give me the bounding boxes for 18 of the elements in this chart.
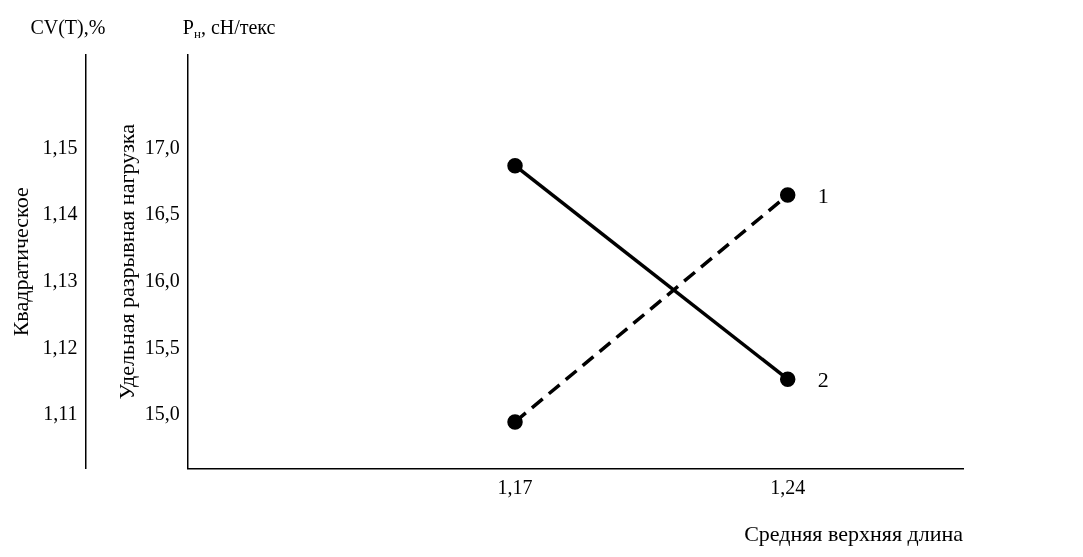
y-tick-label: 1,14 bbox=[42, 202, 78, 225]
series-label: 2 bbox=[817, 367, 829, 393]
y-tick-label: 1,11 bbox=[43, 402, 78, 425]
text: CV(T),% bbox=[30, 16, 106, 39]
y2-tick-label: 15,0 bbox=[144, 402, 180, 425]
y-tick-label: 1,13 bbox=[42, 269, 78, 292]
x-axis-title: Средняя верхняя длина bbox=[744, 520, 964, 546]
y2-tick-label: 17,0 bbox=[144, 135, 180, 158]
x-tick-label: 1,24 bbox=[770, 475, 806, 498]
y2-axis-title: Удельная разрывная нагрузка bbox=[114, 123, 140, 400]
series-label: 1 bbox=[817, 183, 829, 209]
y2-tick-label: 16,0 bbox=[144, 269, 180, 292]
x-tick-label: 1,17 bbox=[497, 475, 533, 498]
y2-tick-label: 16,5 bbox=[144, 202, 180, 225]
y-tick-label: 1,15 bbox=[42, 135, 78, 158]
y2-tick-label: 15,5 bbox=[144, 335, 180, 358]
y-axis-title: Квадратическое bbox=[7, 187, 33, 337]
y-tick-label: 1,12 bbox=[42, 335, 78, 358]
